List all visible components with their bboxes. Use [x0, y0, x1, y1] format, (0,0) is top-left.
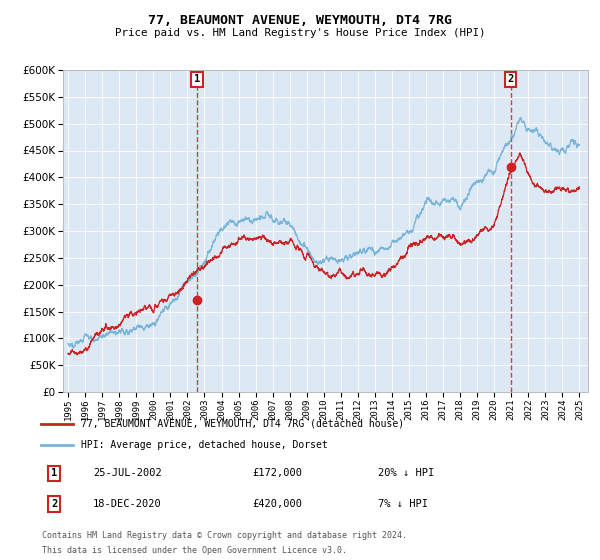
Text: 7% ↓ HPI: 7% ↓ HPI: [378, 499, 428, 509]
Text: 1: 1: [51, 468, 57, 478]
Text: £420,000: £420,000: [252, 499, 302, 509]
Text: £172,000: £172,000: [252, 468, 302, 478]
Text: HPI: Average price, detached house, Dorset: HPI: Average price, detached house, Dors…: [81, 440, 328, 450]
Text: 1: 1: [194, 74, 200, 85]
Text: 20% ↓ HPI: 20% ↓ HPI: [378, 468, 434, 478]
Text: Price paid vs. HM Land Registry's House Price Index (HPI): Price paid vs. HM Land Registry's House …: [115, 28, 485, 38]
Text: 25-JUL-2002: 25-JUL-2002: [93, 468, 162, 478]
Text: 2: 2: [51, 499, 57, 509]
Text: 77, BEAUMONT AVENUE, WEYMOUTH, DT4 7RG (detached house): 77, BEAUMONT AVENUE, WEYMOUTH, DT4 7RG (…: [81, 419, 404, 428]
Text: 2: 2: [508, 74, 514, 85]
Text: 18-DEC-2020: 18-DEC-2020: [93, 499, 162, 509]
Text: 77, BEAUMONT AVENUE, WEYMOUTH, DT4 7RG: 77, BEAUMONT AVENUE, WEYMOUTH, DT4 7RG: [148, 14, 452, 27]
Text: Contains HM Land Registry data © Crown copyright and database right 2024.: Contains HM Land Registry data © Crown c…: [42, 531, 407, 540]
Text: This data is licensed under the Open Government Licence v3.0.: This data is licensed under the Open Gov…: [42, 546, 347, 555]
